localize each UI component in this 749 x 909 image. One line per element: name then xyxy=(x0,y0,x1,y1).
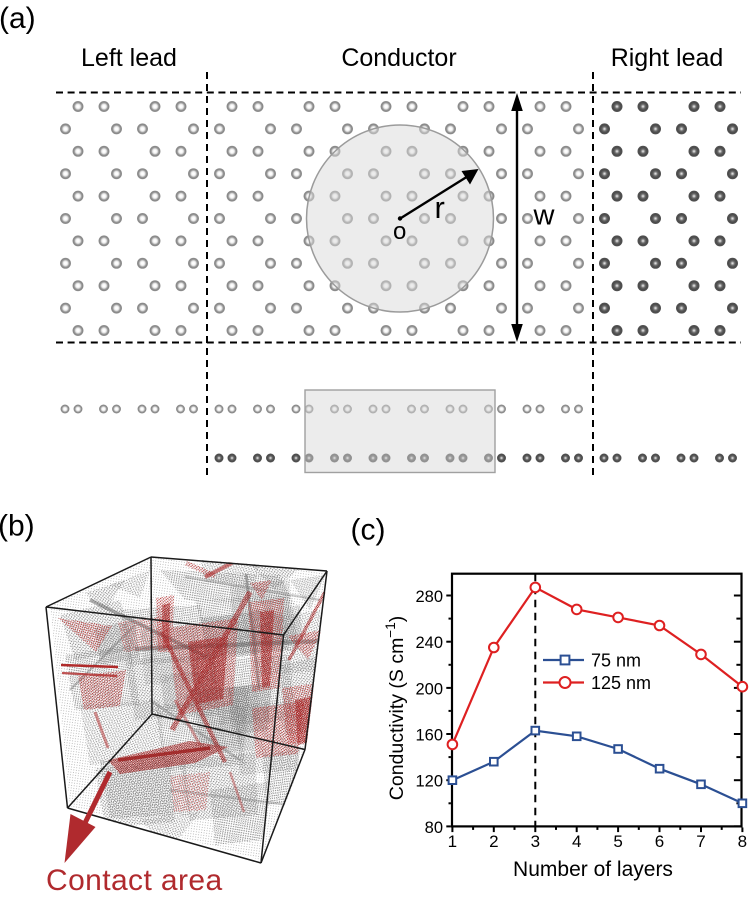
svg-text:4: 4 xyxy=(572,832,581,851)
svg-text:Conductivity (S cm−1): Conductivity (S cm−1) xyxy=(383,616,408,800)
svg-text:280: 280 xyxy=(415,588,443,606)
svg-text:8: 8 xyxy=(738,832,747,851)
svg-text:200: 200 xyxy=(415,680,443,698)
svg-text:Left lead: Left lead xyxy=(81,44,177,72)
svg-text:160: 160 xyxy=(415,727,443,745)
svg-text:r: r xyxy=(435,190,445,225)
svg-text:Right lead: Right lead xyxy=(611,44,724,72)
svg-text:120: 120 xyxy=(415,773,443,791)
svg-text:5: 5 xyxy=(613,832,622,851)
svg-text:240: 240 xyxy=(415,634,443,652)
svg-text:7: 7 xyxy=(696,832,705,851)
svg-text:(b): (b) xyxy=(0,510,35,543)
svg-text:o: o xyxy=(393,218,406,245)
svg-text:125 nm: 125 nm xyxy=(591,673,651,693)
svg-text:(c): (c) xyxy=(351,514,386,547)
svg-text:2: 2 xyxy=(489,832,498,851)
svg-text:Contact area: Contact area xyxy=(46,864,223,897)
svg-text:3: 3 xyxy=(531,832,540,851)
svg-text:1: 1 xyxy=(448,832,457,851)
svg-text:w: w xyxy=(533,200,556,232)
svg-text:80: 80 xyxy=(425,819,443,837)
svg-text:Conductor: Conductor xyxy=(341,44,456,72)
svg-text:75 nm: 75 nm xyxy=(591,651,641,671)
svg-text:(a): (a) xyxy=(0,2,36,35)
svg-text:Number of layers: Number of layers xyxy=(513,858,673,881)
svg-text:6: 6 xyxy=(655,832,664,851)
